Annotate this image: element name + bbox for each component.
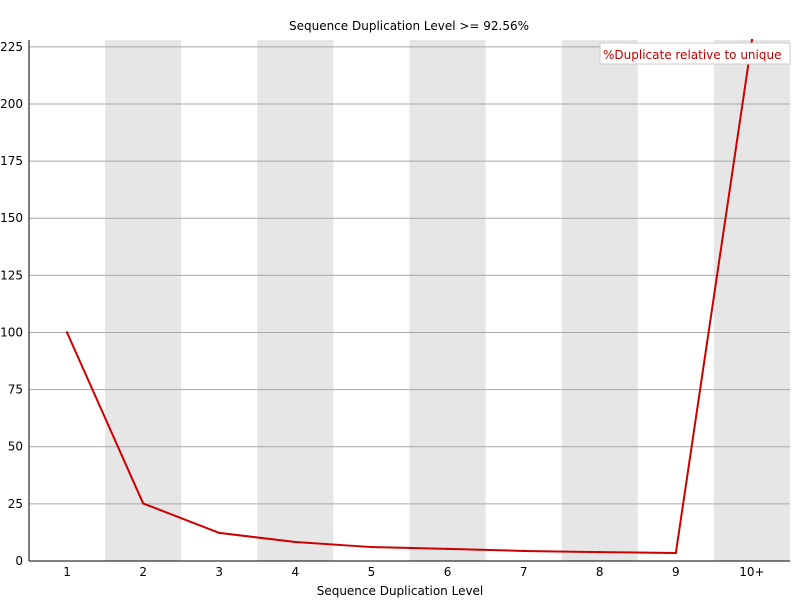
x-tick-4: 4 <box>292 565 300 579</box>
band-10+ <box>713 40 790 561</box>
y-tick-25: 25 <box>8 497 23 511</box>
x-tick-6: 6 <box>444 565 452 579</box>
data-point-2 <box>141 502 145 505</box>
x-tick-1: 1 <box>63 565 71 579</box>
series-line-0 <box>66 39 753 555</box>
legend-entry: %Duplicate relative to unique <box>603 48 781 62</box>
x-tick-10+: 10+ <box>739 565 764 579</box>
legend: %Duplicate relative to unique <box>599 42 791 65</box>
data-point-6 <box>446 547 449 551</box>
y-tick-175: 175 <box>0 154 23 168</box>
x-tick-9: 9 <box>672 565 680 579</box>
data-point-1 <box>65 331 69 334</box>
data-point-4 <box>294 540 297 544</box>
category-bands <box>105 40 790 561</box>
y-tick-50: 50 <box>8 440 23 454</box>
axes <box>28 40 790 562</box>
y-tick-125: 125 <box>0 268 23 282</box>
data-point-7 <box>522 549 525 553</box>
x-tick-labels: 1 2 3 4 5 6 7 8 9 10+ <box>63 565 764 579</box>
x-tick-7: 7 <box>520 565 528 579</box>
band-8 <box>561 40 638 561</box>
chart-title: Sequence Duplication Level >= 92.56% <box>289 19 529 33</box>
x-tick-3: 3 <box>215 565 223 579</box>
band-4 <box>257 40 334 561</box>
y-tick-0: 0 <box>15 554 23 568</box>
data-point-8 <box>598 550 601 554</box>
series-lines <box>65 38 754 555</box>
x-tick-8: 8 <box>596 565 604 579</box>
grid-lines <box>29 46 790 505</box>
x-axis-label: Sequence Duplication Level <box>317 584 484 598</box>
x-tick-5: 5 <box>368 565 376 579</box>
y-tick-labels: 0 25 50 75 100 125 150 175 200 225 <box>0 40 23 568</box>
y-tick-200: 200 <box>0 97 23 111</box>
y-tick-100: 100 <box>0 325 23 339</box>
y-tick-225: 225 <box>0 40 23 54</box>
legend-box <box>599 42 791 65</box>
band-6 <box>409 40 486 561</box>
data-point-5 <box>370 545 373 549</box>
y-tick-75: 75 <box>8 383 23 397</box>
data-point-9 <box>674 551 678 555</box>
band-2 <box>105 40 182 561</box>
x-tick-2: 2 <box>139 565 147 579</box>
data-point-3 <box>218 531 221 535</box>
y-tick-150: 150 <box>0 211 23 225</box>
data-point-10+ <box>750 38 754 42</box>
